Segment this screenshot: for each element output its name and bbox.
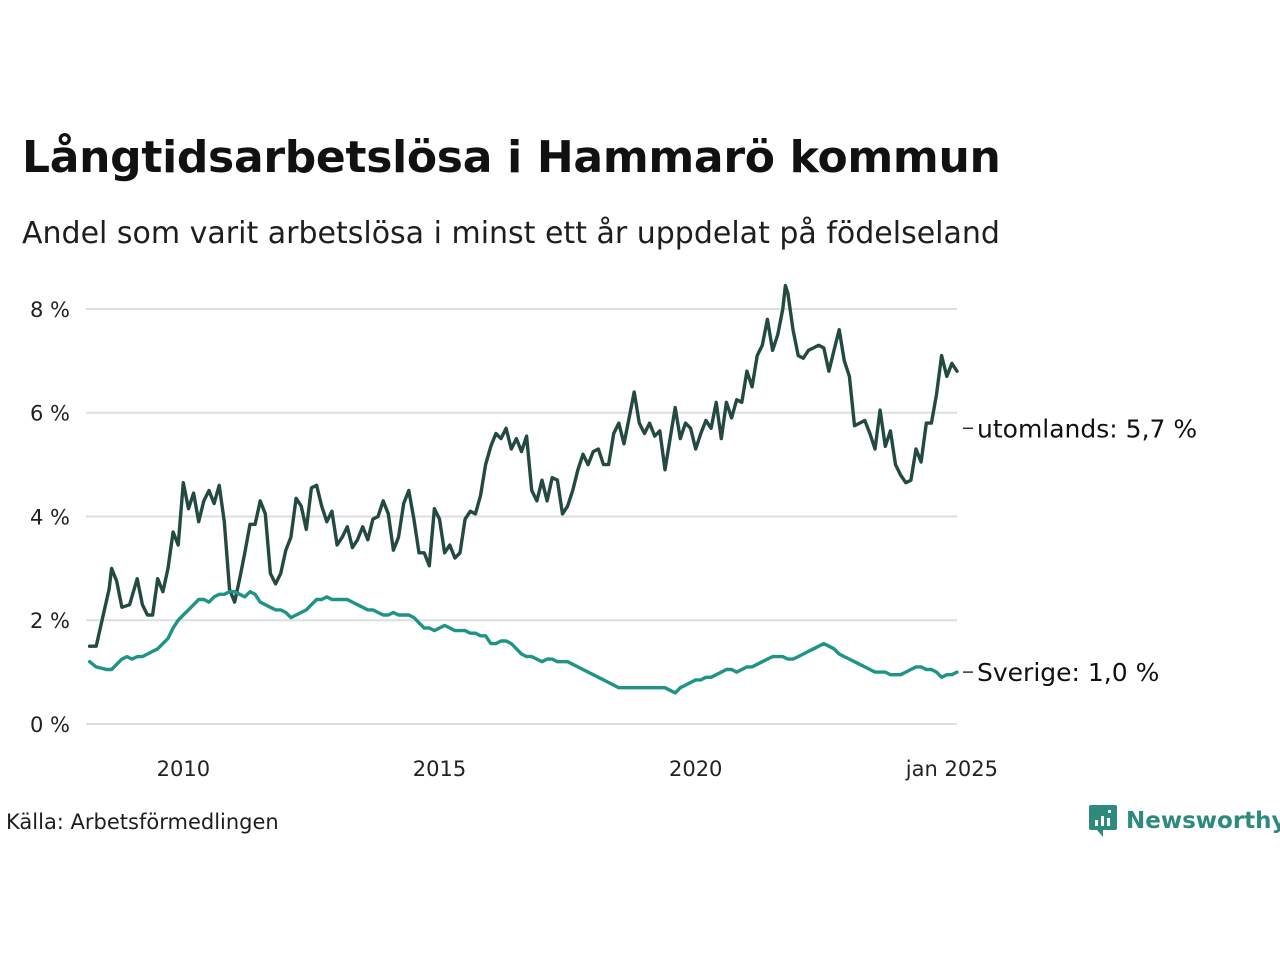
x-tick-label: 2010 (157, 757, 210, 781)
x-tick-label: 2020 (669, 757, 722, 781)
brand-name: Newsworthy (1126, 808, 1280, 834)
y-tick-label: 4 % (30, 505, 70, 529)
y-tick-label: 2 % (30, 609, 70, 633)
y-tick-label: 0 % (30, 713, 70, 737)
y-tick-label: 6 % (30, 402, 70, 426)
x-tick-label: jan 2025 (905, 757, 998, 781)
chart-subtitle: Andel som varit arbetslösa i minst ett å… (22, 216, 1000, 251)
brand-logo[interactable]: Newsworthy (1088, 804, 1280, 838)
chart-title: Långtidsarbetslösa i Hammarö kommun (22, 132, 1001, 183)
newsworthy-logo-icon (1089, 805, 1117, 837)
x-tick-label: 2015 (413, 757, 466, 781)
x-axis-ticks: 2010 2015 2020 jan 2025 (157, 757, 998, 781)
series-line-sverige (87, 590, 959, 695)
y-axis-ticks: 0 % 2 % 4 % 6 % 8 % (30, 298, 70, 737)
end-label-utomlands: utomlands: 5,7 % (977, 414, 1197, 443)
series-lines (87, 283, 959, 695)
source-note: Källa: Arbetsförmedlingen (6, 810, 279, 834)
series-line-utomlands (87, 283, 959, 648)
gridlines (86, 307, 957, 725)
series-end-labels: utomlands: 5,7 % Sverige: 1,0 % (963, 414, 1197, 687)
end-label-sverige: Sverige: 1,0 % (977, 658, 1159, 687)
y-tick-label: 8 % (30, 298, 70, 322)
